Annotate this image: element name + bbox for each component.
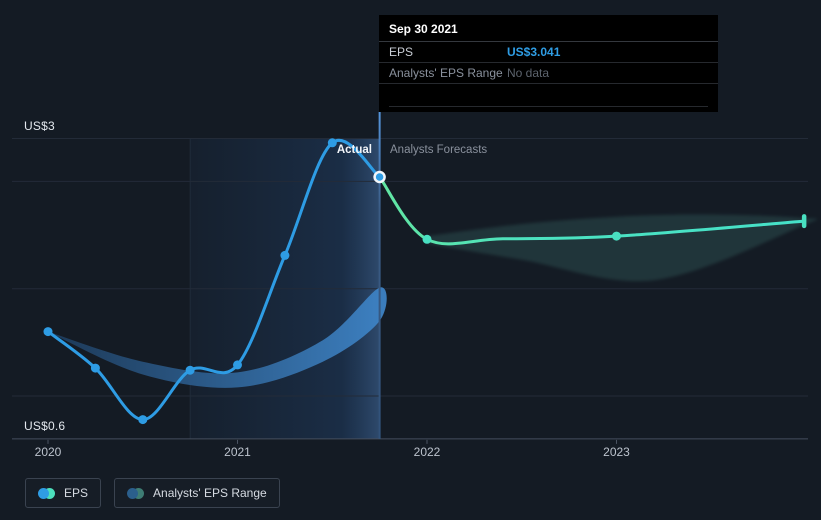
eps-data-point[interactable]	[327, 138, 337, 148]
analysts-range-forecast-band	[427, 214, 818, 282]
eps-actual-line	[46, 138, 382, 422]
legend-eps-label: EPS	[64, 486, 89, 500]
y-axis-min-label: US$0.6	[24, 419, 66, 433]
x-tick-label: 2023	[603, 445, 630, 459]
eps-data-point[interactable]	[138, 415, 148, 425]
hover-tooltip: Sep 30 2021 EPS US$3.041 Analysts' EPS R…	[379, 15, 718, 112]
tooltip-eps-value: US$3.041	[507, 45, 561, 59]
forecast-data-point[interactable]	[422, 234, 432, 244]
tooltip-range-label: Analysts' EPS Range	[389, 66, 503, 80]
forecast-period-label: Analysts Forecasts	[390, 144, 488, 156]
eps-forecast-line	[378, 175, 806, 246]
eps-data-point[interactable]	[43, 327, 53, 337]
eps-series-icon	[38, 487, 55, 499]
x-tick-label: 2021	[224, 445, 251, 459]
actual-period-label: Actual	[336, 144, 372, 156]
eps-data-point[interactable]	[280, 250, 290, 260]
x-tick-label: 2020	[34, 445, 62, 459]
tooltip-range-value: No data	[507, 66, 550, 80]
tooltip-eps-label: EPS	[389, 45, 414, 59]
analysts-range-series-icon	[127, 487, 145, 499]
tooltip-divider	[389, 106, 708, 107]
y-axis-max-label: US$3	[24, 119, 55, 133]
forecast-end-marker	[801, 214, 807, 229]
tooltip-range-row: Analysts' EPS Range No data	[379, 63, 718, 84]
eps-data-point[interactable]	[90, 363, 100, 373]
legend-range-label: Analysts' EPS Range	[153, 486, 267, 500]
tooltip-date: Sep 30 2021	[379, 15, 718, 42]
x-tick-label: 2022	[413, 445, 441, 459]
eps-data-point[interactable]	[233, 360, 242, 370]
analysts-range-history-band	[48, 287, 387, 388]
selected-data-point[interactable]	[373, 170, 386, 184]
legend-toggle-eps[interactable]: EPS	[25, 478, 102, 508]
eps-data-point[interactable]	[185, 365, 195, 375]
legend-toggle-analysts-range[interactable]: Analysts' EPS Range	[114, 478, 280, 508]
tooltip-eps-row: EPS US$3.041	[379, 42, 718, 63]
chart-legend: EPS Analysts' EPS Range	[25, 478, 280, 508]
forecast-data-point[interactable]	[612, 231, 621, 241]
